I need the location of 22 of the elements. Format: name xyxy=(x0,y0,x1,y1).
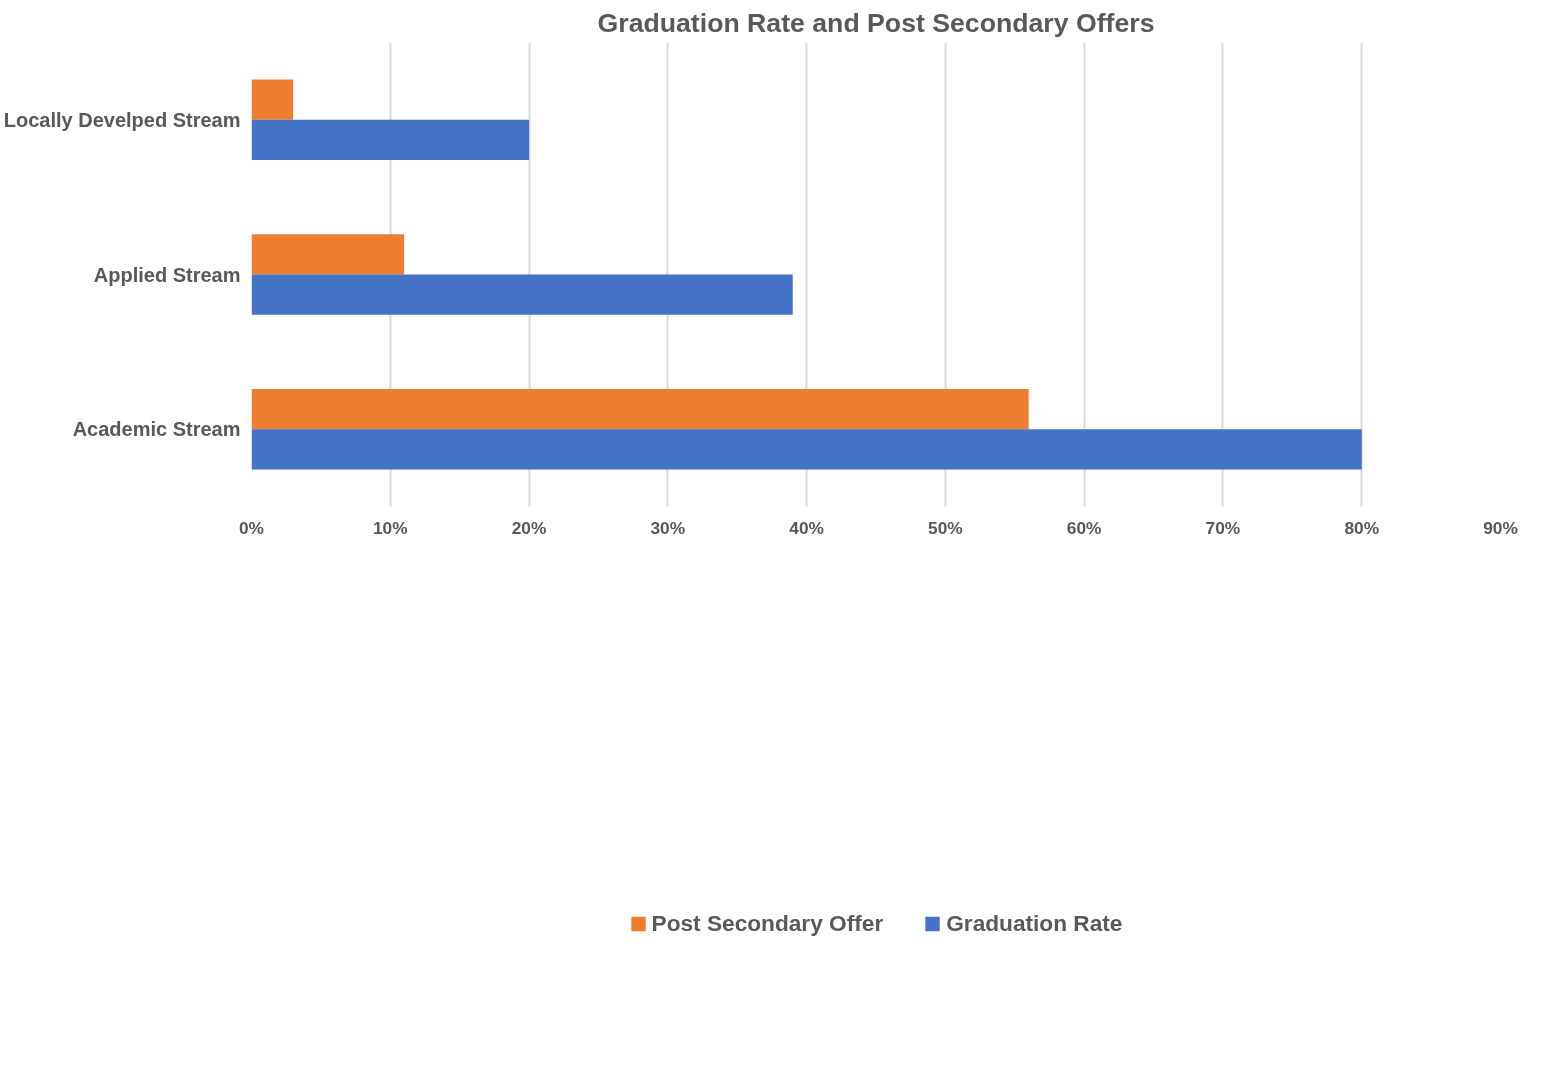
chart-title: Graduation Rate and Post Secondary Offers xyxy=(597,7,1155,38)
x-tick-label: 20% xyxy=(511,517,547,538)
x-tick-label: 10% xyxy=(372,517,408,538)
bar xyxy=(251,79,294,120)
x-tick-label: 60% xyxy=(1066,517,1102,538)
y-tick-label: Academic Stream xyxy=(72,418,241,441)
x-tick-label: 50% xyxy=(928,517,963,538)
x-tick-label: 0% xyxy=(238,517,265,538)
x-tick-label: 90% xyxy=(1483,517,1518,538)
x-tick-label: 80% xyxy=(1344,517,1380,538)
bar xyxy=(251,234,405,275)
bar xyxy=(251,429,1362,470)
legend-label: Graduation Rate xyxy=(946,909,1123,937)
x-tick-label: 70% xyxy=(1205,517,1241,538)
legend-label: Post Secondary Offer xyxy=(651,909,884,937)
bar xyxy=(251,388,1029,430)
bar xyxy=(251,119,530,161)
y-tick-label: Locally Develped Stream xyxy=(3,108,241,131)
x-tick-label: 30% xyxy=(650,517,686,538)
x-tick-label: 40% xyxy=(789,517,824,538)
y-tick-label: Applied Stream xyxy=(93,263,241,286)
bar xyxy=(251,274,793,315)
